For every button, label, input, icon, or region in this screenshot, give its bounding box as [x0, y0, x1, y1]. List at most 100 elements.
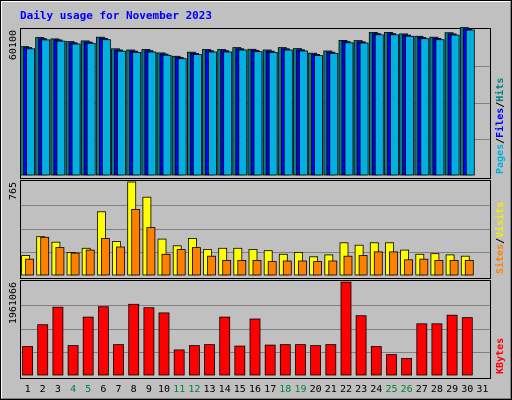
- bar-kbytes-11: [173, 349, 185, 376]
- bar-pages-23: [359, 42, 369, 176]
- bar-pages-17: [268, 52, 278, 176]
- xtick-day-3: 3: [55, 384, 61, 395]
- chart-title: Daily usage for November 2023: [20, 9, 212, 22]
- bar-sites-16: [252, 259, 262, 276]
- xtick-day-6: 6: [100, 384, 106, 395]
- xtick-day-30: 30: [461, 384, 473, 395]
- bar-pages-22: [344, 42, 354, 176]
- xtick-day-13: 13: [203, 384, 215, 395]
- bar-sites-9: [146, 227, 156, 276]
- bar-pages-1: [26, 48, 36, 176]
- bar-kbytes-17: [264, 344, 276, 376]
- bar-kbytes-1: [22, 346, 34, 376]
- xtick-day-7: 7: [115, 384, 121, 395]
- bar-sites-6: [101, 238, 110, 276]
- axis-label-hits-files-pages: Pages/Files/Hits: [494, 78, 506, 174]
- bar-pages-4: [71, 43, 81, 176]
- bar-sites-2: [40, 236, 50, 276]
- bar-pages-8: [132, 52, 142, 176]
- xtick-day-17: 17: [264, 384, 276, 395]
- bar-pages-25: [390, 34, 399, 176]
- bar-sites-18: [282, 260, 292, 276]
- bar-pages-10: [162, 54, 172, 176]
- bar-sites-17: [267, 261, 277, 276]
- bar-kbytes-23: [355, 315, 367, 376]
- bar-sites-10: [161, 253, 171, 276]
- ytick-hits-files-pages: 60100: [8, 30, 19, 60]
- xtick-day-18: 18: [279, 384, 291, 395]
- bar-kbytes-6: [98, 306, 109, 376]
- axis-label-segment: Visits: [494, 202, 506, 238]
- xtick-day-23: 23: [355, 384, 367, 395]
- bar-pages-29: [450, 34, 460, 176]
- bar-kbytes-20: [310, 345, 322, 376]
- bar-sites-19: [298, 260, 307, 276]
- bar-pages-9: [147, 51, 157, 176]
- bar-pages-5: [86, 42, 96, 176]
- bar-kbytes-25: [386, 354, 397, 376]
- xtick-day-1: 1: [25, 384, 31, 395]
- xtick-day-31: 31: [476, 384, 488, 395]
- bar-kbytes-15: [234, 345, 246, 376]
- bar-kbytes-16: [249, 318, 261, 376]
- bar-kbytes-19: [295, 344, 306, 376]
- xtick-day-14: 14: [219, 384, 231, 395]
- bar-sites-11: [176, 249, 186, 276]
- bar-sites-1: [25, 258, 35, 276]
- bar-kbytes-7: [113, 344, 124, 376]
- bar-sites-23: [358, 255, 368, 276]
- bar-sites-5: [85, 249, 95, 276]
- bar-kbytes-26: [401, 357, 413, 376]
- xtick-day-10: 10: [158, 384, 170, 395]
- bar-pages-21: [329, 53, 339, 176]
- axis-label-segment: /: [495, 238, 506, 244]
- axis-label-segment: Sites: [494, 244, 506, 274]
- bar-pages-20: [314, 55, 324, 176]
- xtick-day-5: 5: [85, 384, 91, 395]
- bar-sites-12: [191, 247, 201, 276]
- xtick-day-15: 15: [234, 384, 246, 395]
- bar-sites-30: [464, 259, 474, 276]
- xtick-day-4: 4: [70, 384, 76, 395]
- bar-kbytes-10: [158, 312, 170, 376]
- bar-kbytes-9: [143, 307, 155, 376]
- bar-kbytes-12: [188, 345, 200, 376]
- bar-sites-28: [434, 259, 444, 276]
- bar-pages-11: [177, 58, 187, 176]
- xtick-day-12: 12: [188, 384, 200, 395]
- bar-pages-28: [435, 39, 445, 176]
- axis-label-segment: Pages: [495, 144, 506, 174]
- ytick-visits-sites: 765: [8, 182, 19, 200]
- bar-kbytes-30: [461, 317, 473, 376]
- bar-sites-27: [419, 258, 429, 276]
- axis-label-segment: KBytes: [495, 338, 506, 374]
- bar-kbytes-14: [219, 316, 231, 376]
- axis-label-segment: /: [495, 138, 506, 144]
- bar-sites-7: [116, 246, 125, 276]
- bar-kbytes-29: [446, 314, 458, 376]
- bar-kbytes-13: [204, 344, 215, 376]
- bar-sites-22: [343, 255, 353, 276]
- bar-sites-29: [449, 259, 459, 276]
- bar-kbytes-27: [416, 323, 428, 376]
- bar-sites-24: [373, 251, 383, 276]
- bar-pages-18: [283, 49, 293, 176]
- bar-sites-4: [70, 252, 80, 276]
- bar-kbytes-28: [431, 323, 443, 376]
- bar-sites-8: [131, 208, 141, 276]
- axis-label-kbytes: KBytes: [495, 338, 506, 374]
- bar-kbytes-24: [370, 346, 382, 376]
- bar-pages-26: [405, 35, 415, 176]
- bar-pages-7: [117, 50, 126, 176]
- xtick-day-16: 16: [249, 384, 261, 395]
- xtick-day-9: 9: [146, 384, 152, 395]
- bar-sites-14: [222, 259, 232, 276]
- xtick-day-25: 25: [385, 384, 397, 395]
- xtick-day-26: 26: [401, 384, 413, 395]
- xtick-day-24: 24: [370, 384, 382, 395]
- bar-pages-16: [253, 51, 263, 176]
- bar-pages-14: [223, 51, 233, 176]
